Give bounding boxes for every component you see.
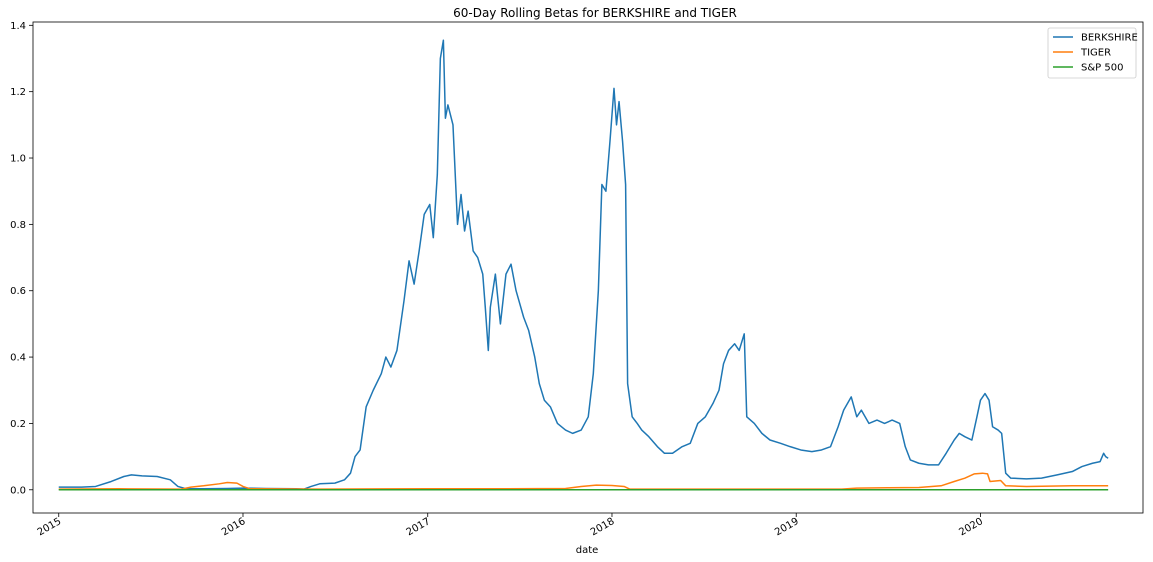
y-tick-label: 0.4	[10, 353, 26, 364]
y-axis: 0.0 0.2 0.4 0.6 0.8 1.0 1.2 1.4	[10, 21, 33, 496]
plot-area	[32, 21, 1144, 514]
x-axis-label: date	[576, 545, 599, 556]
y-tick-label: 0.8	[10, 220, 26, 231]
y-tick-label: 1.4	[10, 21, 26, 32]
series-line-berkshire	[58, 39, 1109, 490]
legend-label: S&P 500	[1081, 63, 1123, 74]
y-tick-label: 0.2	[10, 419, 26, 430]
y-tick-label: 1.0	[10, 154, 26, 165]
plot-frame	[32, 21, 1144, 514]
series-line-tiger	[58, 472, 1109, 490]
x-tick-label: 2018	[589, 516, 617, 538]
x-tick-label: 2020	[957, 516, 985, 538]
y-tick-label: 0.6	[10, 286, 26, 297]
x-tick-label: 2016	[220, 516, 248, 538]
legend-label: TIGER	[1080, 48, 1111, 59]
legend-label: BERKSHIRE	[1081, 33, 1138, 44]
chart-title: 60-Day Rolling Betas for BERKSHIRE and T…	[453, 6, 737, 20]
legend: BERKSHIRE TIGER S&P 500	[1047, 27, 1138, 79]
legend-box	[1047, 27, 1137, 79]
y-tick-label: 0.0	[10, 485, 26, 496]
x-tick-label: 2019	[773, 516, 801, 538]
x-tick-label: 2015	[36, 516, 64, 538]
y-tick-label: 1.2	[10, 87, 26, 98]
x-axis: 2015 2016 2017 2018 2019 2020	[36, 513, 985, 538]
x-tick-label: 2017	[405, 516, 433, 538]
